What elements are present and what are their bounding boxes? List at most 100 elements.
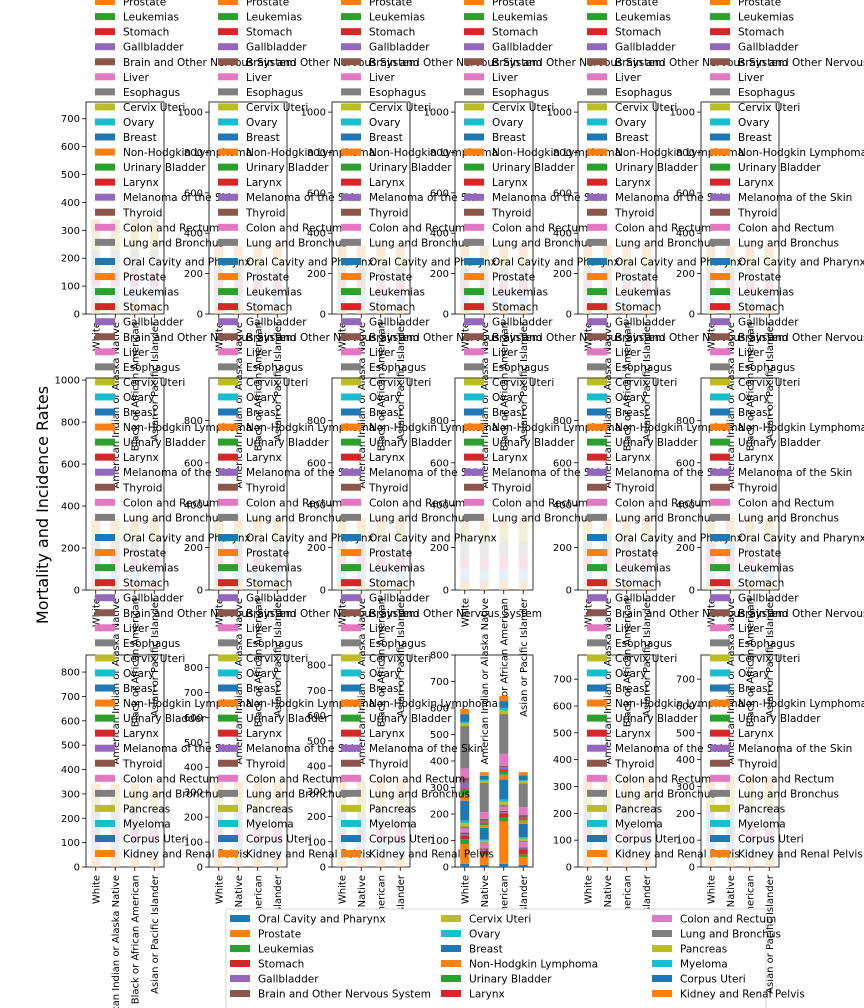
panel-frame bbox=[577, 654, 657, 868]
background-bar-segment bbox=[130, 541, 140, 559]
legend-label: Non-Hodgkin Lymphoma bbox=[738, 147, 864, 159]
background-bar-segment bbox=[518, 283, 528, 294]
legend-swatch bbox=[230, 990, 250, 997]
background-bar-segment bbox=[376, 255, 386, 268]
legend-label: Ovary bbox=[492, 117, 523, 129]
legend-swatch bbox=[710, 835, 730, 842]
background-bar-segment bbox=[641, 267, 651, 284]
background-bar-segment bbox=[376, 245, 386, 256]
x-tick-label: American Indian or Alaska Native bbox=[603, 598, 614, 765]
legend-label: Stomach bbox=[246, 302, 292, 314]
legend-swatch bbox=[341, 258, 361, 265]
legend-label: Melanoma of the Skin bbox=[369, 192, 483, 204]
background-bar-segment bbox=[149, 272, 159, 287]
legend-swatch bbox=[587, 774, 607, 782]
legend-label: Liver bbox=[369, 623, 395, 635]
y-tick-label: 0 bbox=[197, 586, 203, 597]
legend-label: Prostate bbox=[492, 0, 535, 9]
background-bar-segment bbox=[622, 789, 632, 806]
background-bar-segment bbox=[706, 789, 716, 806]
legend-label: Brain and Other Nervous System bbox=[738, 332, 864, 344]
background-bar-segment bbox=[110, 581, 120, 590]
legend-label: Thyroid bbox=[737, 482, 777, 494]
legend-label: Pancreas bbox=[246, 803, 293, 815]
legend-label: Brain and Other Nervous System bbox=[615, 332, 788, 344]
legend-swatch bbox=[587, 744, 607, 752]
background-bar-segment bbox=[253, 245, 263, 256]
legend-label: Thyroid bbox=[491, 207, 531, 219]
legend-label: Liver bbox=[738, 72, 764, 84]
background-bar-segment bbox=[706, 293, 716, 306]
background-bar-segment bbox=[622, 856, 632, 867]
y-tick-label: 200 bbox=[553, 269, 572, 280]
background-bar-segment bbox=[253, 809, 263, 830]
bar-segment bbox=[479, 849, 489, 851]
background-bar-segment bbox=[253, 794, 263, 810]
legend-swatch bbox=[95, 148, 115, 156]
background-bar-segment bbox=[764, 856, 774, 867]
legend-swatch bbox=[218, 639, 238, 647]
legend-swatch bbox=[95, 103, 115, 111]
legend-swatch bbox=[95, 564, 115, 572]
background-bar-segment bbox=[149, 286, 159, 303]
bar-segment bbox=[499, 810, 509, 813]
legend-label: Brain and Other Nervous System bbox=[258, 989, 431, 1001]
background-bar-segment bbox=[233, 842, 243, 858]
legend-label: Melanoma of the Skin bbox=[369, 743, 483, 755]
legend-swatch bbox=[95, 0, 115, 6]
legend-swatch bbox=[95, 804, 115, 812]
background-bar-segment bbox=[395, 581, 405, 590]
legend-label: Ovary bbox=[615, 668, 646, 680]
legend-label: Stomach bbox=[123, 27, 169, 39]
legend-label: Larynx bbox=[615, 452, 651, 464]
legend-label: Colon and Rectum bbox=[738, 497, 834, 509]
background-bar-segment bbox=[622, 283, 632, 294]
x-tick-label: White bbox=[706, 875, 717, 904]
legend-label: Cervix Uteri bbox=[492, 102, 554, 114]
legend-swatch bbox=[710, 549, 730, 557]
legend-swatch bbox=[218, 378, 238, 386]
legend-swatch bbox=[341, 178, 361, 186]
background-bar-segment bbox=[356, 305, 366, 314]
legend-swatch bbox=[218, 684, 238, 692]
legend-label: Kidney and Renal Pelvis bbox=[246, 849, 371, 861]
legend-swatch bbox=[464, 498, 484, 506]
legend-swatch bbox=[587, 498, 607, 506]
legend-label: Cervix Uteri bbox=[369, 653, 431, 665]
bar-segment bbox=[499, 707, 509, 711]
legend-label: Urinary Bladder bbox=[369, 437, 452, 449]
background-bar-segment bbox=[110, 784, 120, 797]
legend-label: Breast bbox=[469, 944, 503, 956]
bar-segment bbox=[518, 775, 528, 781]
bar-segment bbox=[460, 835, 470, 840]
background-bar-segment bbox=[253, 255, 263, 268]
legend-swatch bbox=[341, 148, 361, 156]
background-bar-segment bbox=[602, 789, 612, 806]
legend-label: Melanoma of the Skin bbox=[615, 467, 729, 479]
panel-frame bbox=[700, 654, 780, 868]
legend-label: Melanoma of the Skin bbox=[615, 192, 729, 204]
background-bar-segment bbox=[91, 842, 101, 858]
bar-segment bbox=[499, 821, 509, 864]
y-tick-label: 700 bbox=[430, 677, 449, 688]
legend-swatch bbox=[652, 990, 672, 997]
background-bar-segment bbox=[272, 283, 282, 294]
background-bar-segment bbox=[764, 775, 774, 790]
background-bar-segment bbox=[764, 517, 774, 529]
legend-swatch bbox=[464, 133, 484, 141]
y-tick-label: 500 bbox=[430, 730, 449, 741]
background-bar-segment bbox=[376, 305, 386, 314]
legend-swatch bbox=[587, 28, 607, 36]
background-bar-segment bbox=[395, 528, 405, 542]
legend-label: Cervix Uteri bbox=[123, 377, 185, 389]
legend-label: Cervix Uteri bbox=[469, 914, 531, 926]
legend-swatch bbox=[95, 43, 115, 51]
background-bar-segment bbox=[725, 840, 735, 857]
legend-swatch bbox=[218, 408, 238, 416]
legend-swatch bbox=[710, 408, 730, 416]
background-bar-segment bbox=[272, 528, 282, 542]
bar-segment bbox=[518, 838, 528, 841]
background-bar-segment bbox=[706, 558, 716, 569]
background-bar-segment bbox=[460, 517, 470, 529]
background-bar-segment bbox=[583, 826, 593, 841]
